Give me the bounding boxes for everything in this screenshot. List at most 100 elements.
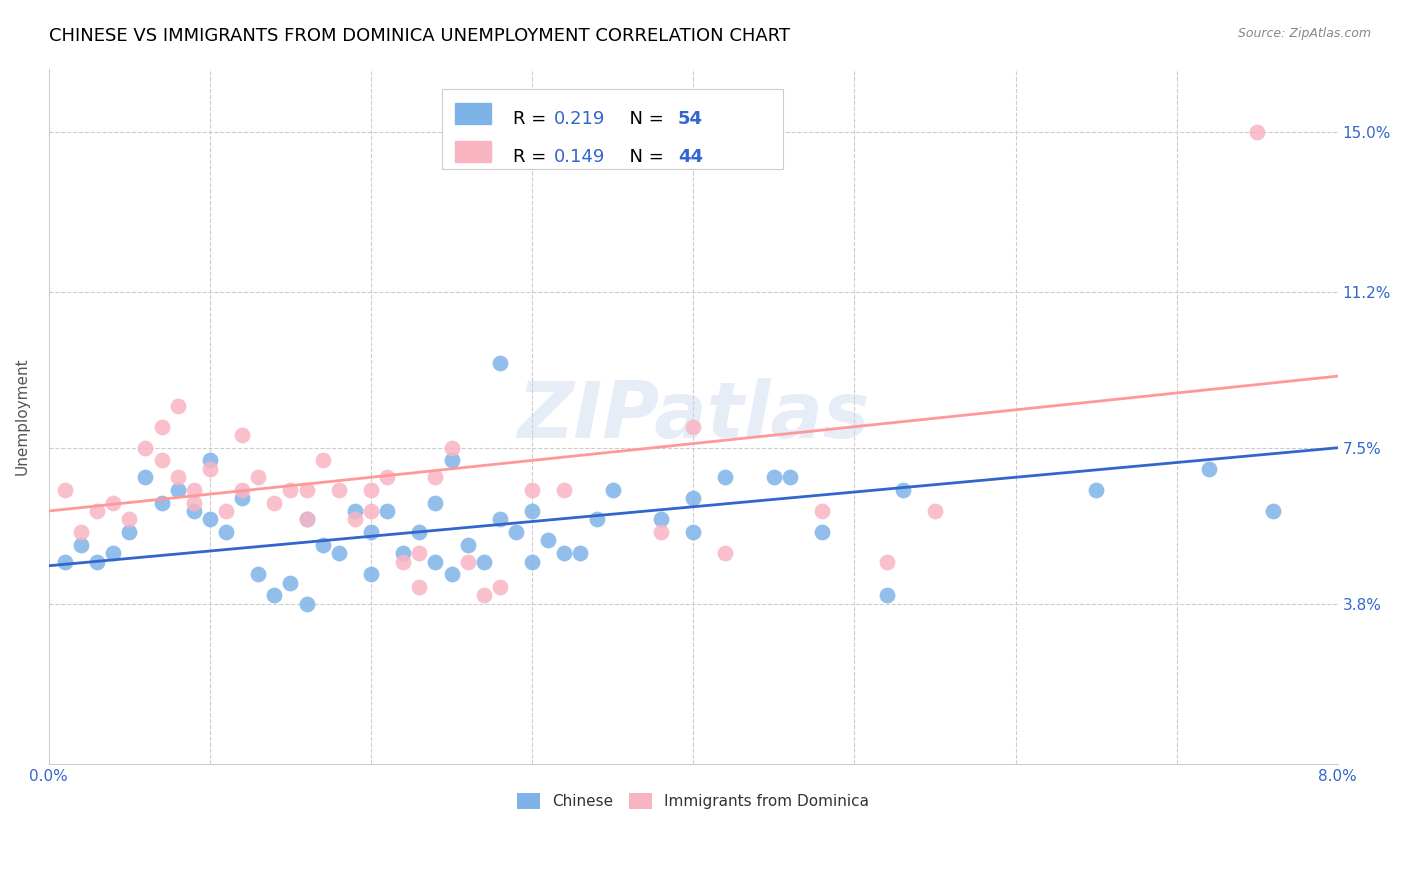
Point xyxy=(328,546,350,560)
Point xyxy=(457,555,479,569)
Point xyxy=(1263,504,1285,518)
Point xyxy=(472,588,495,602)
Point xyxy=(103,546,125,560)
Point xyxy=(650,512,672,526)
Point xyxy=(553,483,575,497)
Point xyxy=(134,470,156,484)
Text: N =: N = xyxy=(619,111,671,128)
Point xyxy=(392,555,415,569)
Point xyxy=(714,546,737,560)
Point xyxy=(295,512,318,526)
Point xyxy=(876,555,898,569)
Point xyxy=(215,504,238,518)
Text: CHINESE VS IMMIGRANTS FROM DOMINICA UNEMPLOYMENT CORRELATION CHART: CHINESE VS IMMIGRANTS FROM DOMINICA UNEM… xyxy=(49,27,790,45)
Point xyxy=(472,555,495,569)
Point xyxy=(231,491,253,506)
Point xyxy=(891,483,914,497)
Point xyxy=(682,419,704,434)
Point xyxy=(1246,125,1268,139)
Point xyxy=(183,504,205,518)
Point xyxy=(924,504,946,518)
Point xyxy=(280,483,302,497)
Point xyxy=(360,504,382,518)
Point xyxy=(343,504,366,518)
Point xyxy=(520,555,543,569)
Point xyxy=(489,357,512,371)
Point xyxy=(375,504,398,518)
Point xyxy=(425,470,447,484)
Point xyxy=(343,512,366,526)
FancyBboxPatch shape xyxy=(454,141,491,162)
Point xyxy=(53,483,76,497)
Point xyxy=(440,567,463,582)
Point xyxy=(150,495,173,509)
Text: ZIPatlas: ZIPatlas xyxy=(517,378,869,454)
Point xyxy=(103,495,125,509)
Point xyxy=(280,575,302,590)
Point xyxy=(150,419,173,434)
Point xyxy=(553,546,575,560)
Point xyxy=(360,567,382,582)
Point xyxy=(198,512,221,526)
Point xyxy=(70,538,93,552)
Text: 0.149: 0.149 xyxy=(554,148,606,166)
Point xyxy=(520,483,543,497)
Point xyxy=(425,555,447,569)
Point xyxy=(166,399,188,413)
Point xyxy=(263,495,285,509)
Point xyxy=(375,470,398,484)
Text: N =: N = xyxy=(619,148,671,166)
FancyBboxPatch shape xyxy=(441,89,783,169)
Point xyxy=(1198,462,1220,476)
Point xyxy=(247,470,270,484)
Point xyxy=(585,512,607,526)
Text: 44: 44 xyxy=(678,148,703,166)
Point xyxy=(408,524,430,539)
Point xyxy=(311,453,333,467)
Point xyxy=(231,483,253,497)
Point xyxy=(650,524,672,539)
Point xyxy=(295,483,318,497)
Point xyxy=(489,580,512,594)
Point xyxy=(311,538,333,552)
Point xyxy=(569,546,592,560)
Point xyxy=(360,483,382,497)
Point xyxy=(70,524,93,539)
Legend: Chinese, Immigrants from Dominica: Chinese, Immigrants from Dominica xyxy=(512,787,875,815)
Point xyxy=(602,483,624,497)
Y-axis label: Unemployment: Unemployment xyxy=(15,358,30,475)
Point xyxy=(215,524,238,539)
Point xyxy=(811,524,834,539)
Point xyxy=(408,580,430,594)
Text: 0.219: 0.219 xyxy=(554,111,606,128)
Point xyxy=(537,533,560,548)
Point xyxy=(118,512,141,526)
Point xyxy=(231,428,253,442)
Text: R =: R = xyxy=(513,148,551,166)
Point xyxy=(86,504,108,518)
Point xyxy=(440,453,463,467)
FancyBboxPatch shape xyxy=(454,103,491,124)
Point xyxy=(392,546,415,560)
Text: R =: R = xyxy=(513,111,551,128)
Point xyxy=(247,567,270,582)
Point xyxy=(263,588,285,602)
Point xyxy=(134,441,156,455)
Point xyxy=(86,555,108,569)
Point xyxy=(295,512,318,526)
Point xyxy=(505,524,527,539)
Point xyxy=(118,524,141,539)
Point xyxy=(489,512,512,526)
Point xyxy=(682,491,704,506)
Point xyxy=(762,470,785,484)
Point xyxy=(457,538,479,552)
Point xyxy=(183,483,205,497)
Point xyxy=(360,524,382,539)
Point xyxy=(425,495,447,509)
Point xyxy=(1085,483,1108,497)
Point xyxy=(811,504,834,518)
Point xyxy=(520,504,543,518)
Point xyxy=(408,546,430,560)
Point xyxy=(183,495,205,509)
Point xyxy=(440,441,463,455)
